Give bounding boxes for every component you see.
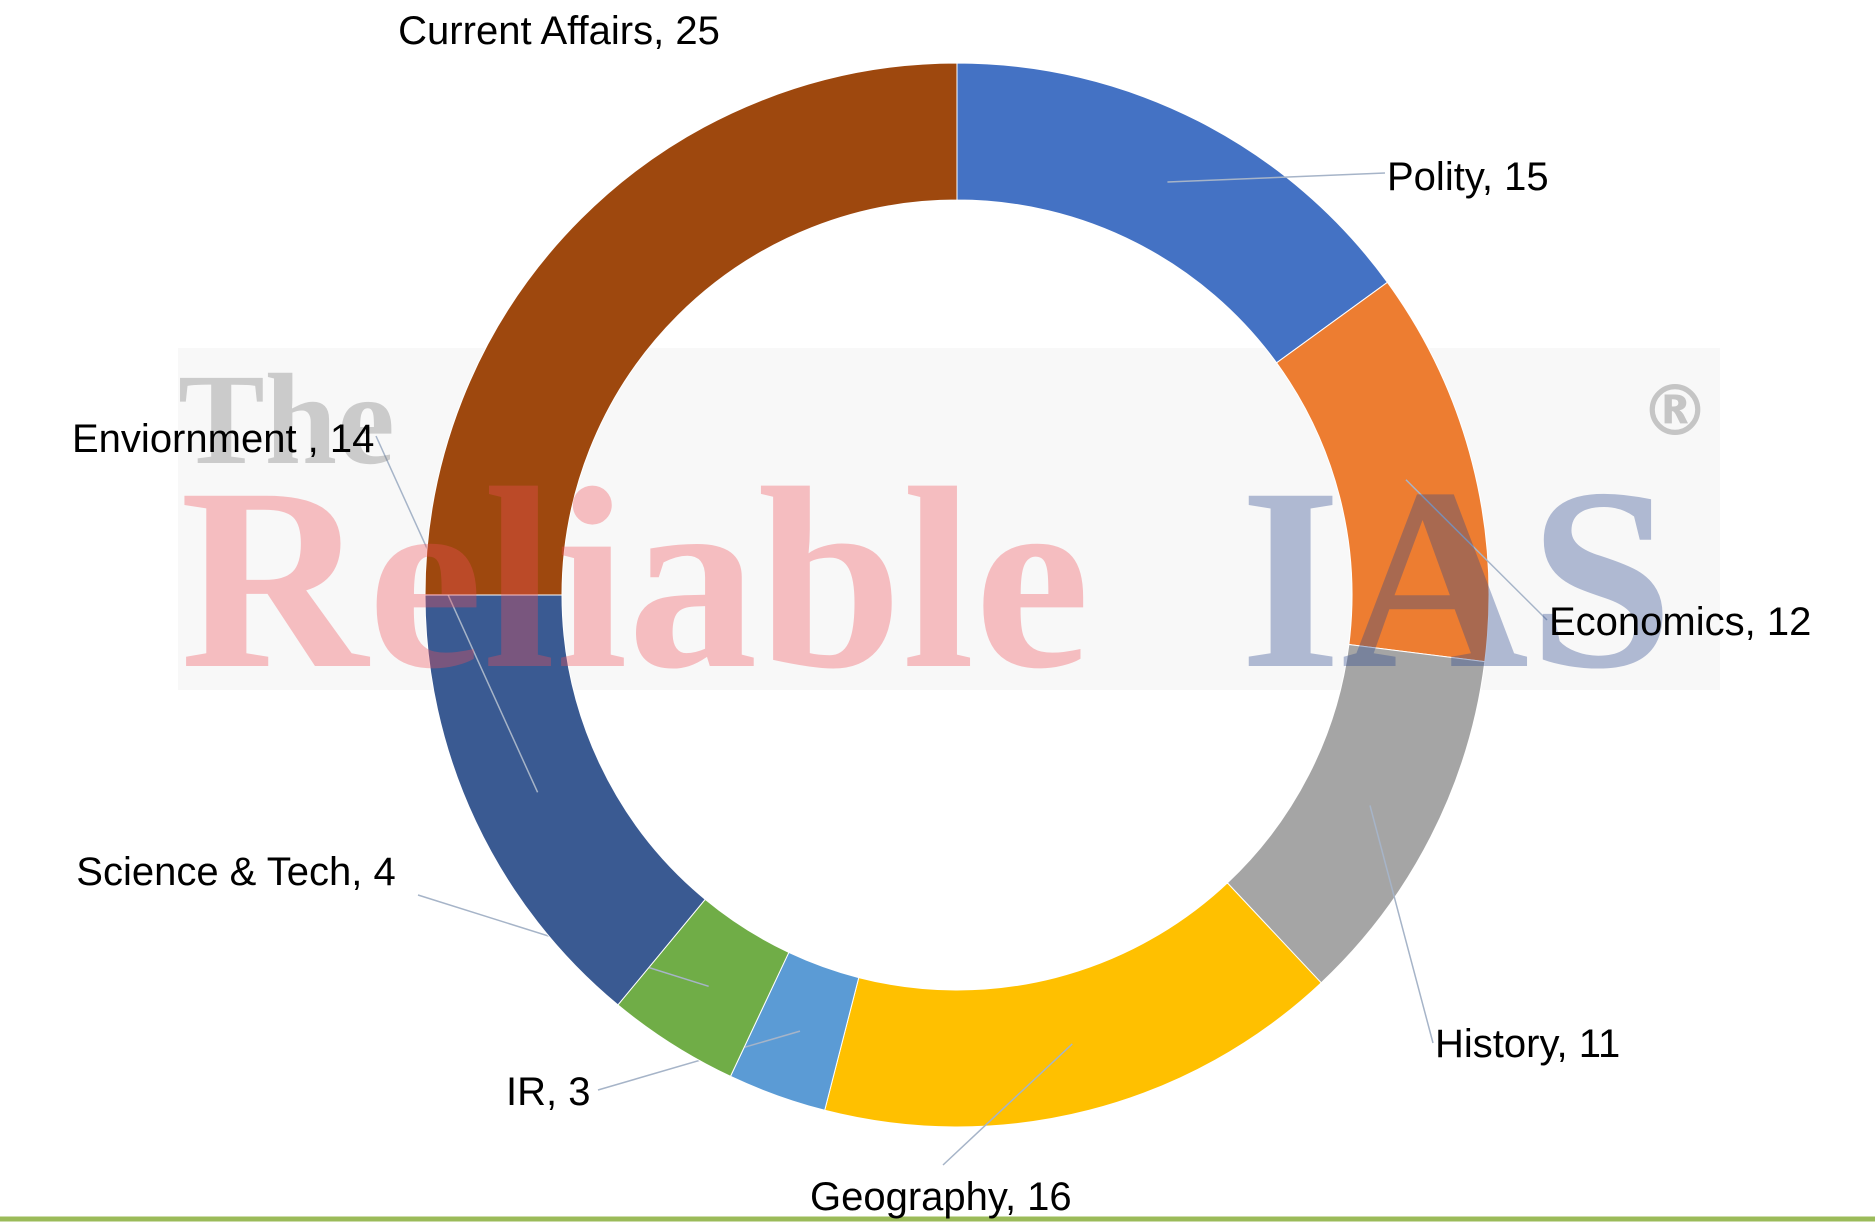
- watermark-accent: IAS: [1240, 430, 1674, 729]
- watermark-mark: ®: [1640, 370, 1710, 452]
- donut-slice: [957, 63, 1387, 363]
- page: The Reliable IAS ® (() => { const data =…: [0, 0, 1875, 1222]
- donut-slice: [825, 883, 1321, 1127]
- data-label: Science & Tech, 4: [56, 845, 416, 899]
- data-label: History, 11: [1435, 1017, 1620, 1071]
- data-label: Enviornment , 14: [72, 412, 374, 466]
- data-label: Economics, 12: [1549, 595, 1811, 649]
- data-label: Polity, 15: [1387, 150, 1549, 204]
- data-label: IR, 3: [506, 1065, 590, 1119]
- data-label: Geography, 16: [810, 1170, 1072, 1224]
- watermark-main: Reliable: [180, 430, 1090, 729]
- data-label: Current Affairs, 25: [389, 4, 729, 58]
